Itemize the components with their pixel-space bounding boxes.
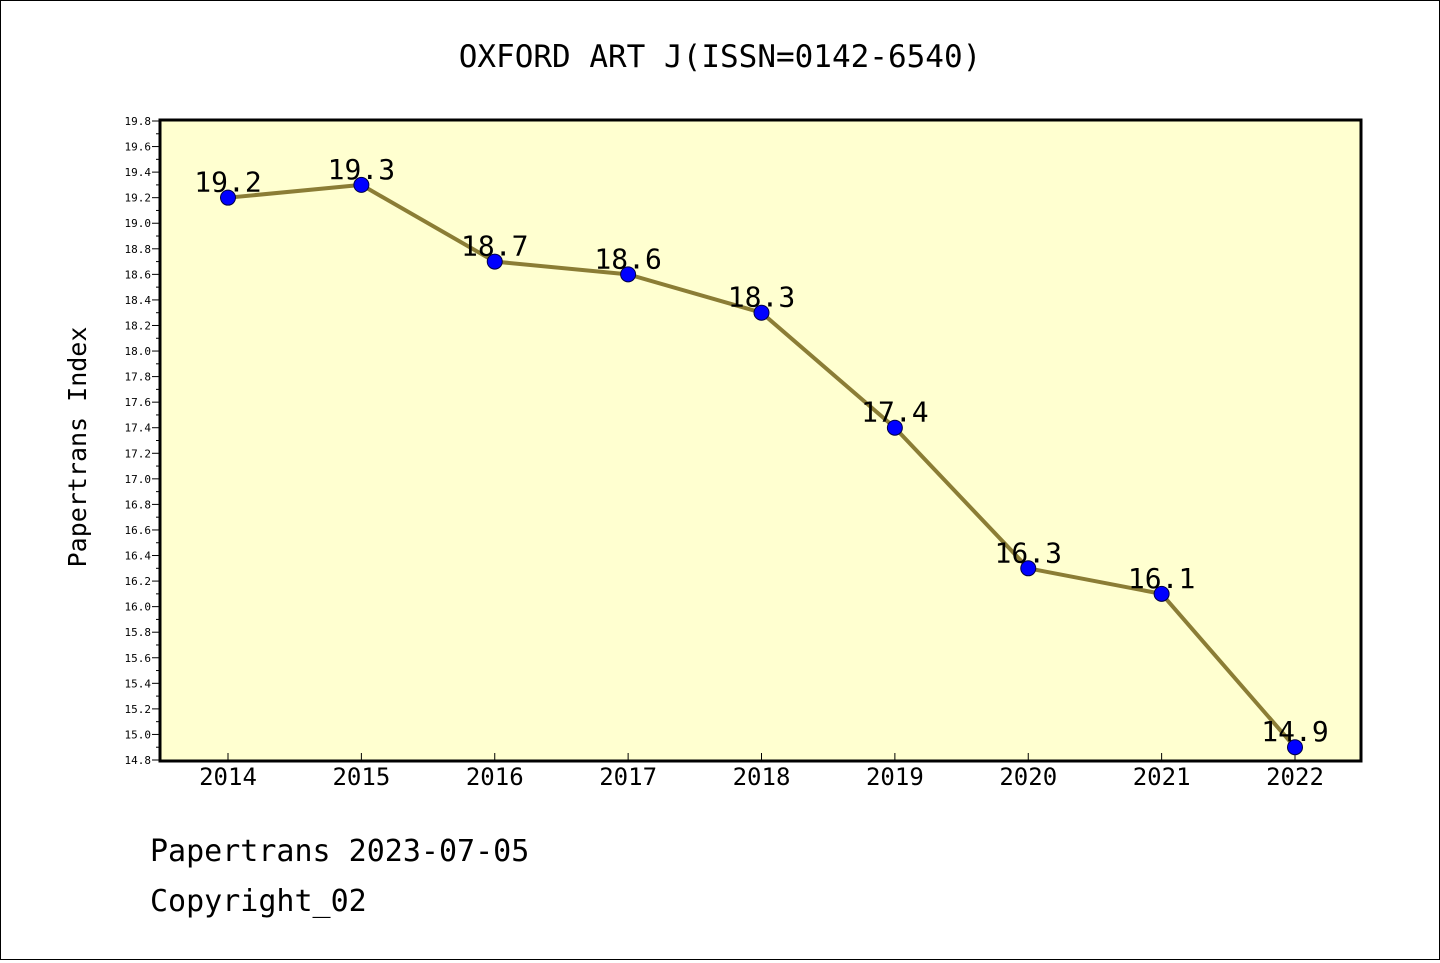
y-tick-label: 19.6 (125, 141, 152, 154)
y-tick-label: 18.6 (125, 268, 152, 281)
y-tick-label: 16.6 (125, 524, 152, 537)
y-tick-label: 19.8 (125, 115, 152, 128)
x-tick-label: 2014 (199, 763, 257, 791)
data-point (1153, 585, 1170, 602)
y-tick-label: 15.0 (125, 728, 152, 741)
y-tick-label: 16.2 (125, 575, 152, 588)
footer-date: Papertrans 2023-07-05 (150, 834, 530, 869)
y-axis-label: Papertrans Index (63, 327, 92, 568)
y-tick-label: 17.6 (125, 396, 152, 409)
x-tick-label: 2019 (866, 763, 924, 791)
y-tick-label: 16.4 (125, 550, 152, 563)
y-tick-label: 16.0 (125, 601, 152, 614)
data-label: 14.9 (1261, 715, 1328, 748)
data-point (1020, 560, 1037, 577)
plot-area (158, 118, 1363, 763)
data-point (486, 253, 503, 270)
y-tick-label: 15.4 (125, 677, 152, 690)
data-labels: 19.2 19.3 18.7 18.6 18.3 17.4 16.3 16.1 14.9 (194, 153, 1328, 748)
data-point (753, 304, 770, 321)
x-axis-ticks: 2014 2015 2016 2017 2018 2019 2020 2021 2022 (199, 753, 1324, 791)
y-tick-label: 15.8 (125, 626, 152, 639)
y-tick-label: 15.2 (125, 703, 152, 716)
y-tick-label: 16.8 (125, 498, 152, 511)
x-tick-label: 2016 (466, 763, 524, 791)
y-tick-label: 18.0 (125, 345, 152, 358)
x-tick-label: 2020 (999, 763, 1057, 791)
data-point (220, 189, 236, 206)
data-point (886, 419, 903, 436)
data-label: 16.3 (995, 536, 1062, 569)
data-label: 18.7 (461, 230, 528, 263)
data-markers (220, 176, 1303, 756)
y-tick-label: 19.0 (125, 217, 152, 230)
x-tick-label: 2022 (1266, 763, 1324, 791)
y-tick-label: 19.4 (125, 166, 152, 179)
chart-title: OXFORD ART J(ISSN=0142-6540) (459, 39, 982, 75)
y-tick-label: 19.2 (125, 192, 152, 205)
x-tick-label: 2017 (599, 763, 657, 791)
y-tick-label: 18.8 (125, 243, 152, 256)
y-tick-label: 17.2 (125, 447, 152, 460)
y-tick-label: 18.4 (125, 294, 152, 307)
data-label: 18.6 (594, 242, 661, 275)
data-point (353, 176, 370, 193)
y-tick-label: 17.4 (125, 422, 152, 435)
data-label: 18.3 (728, 281, 795, 314)
x-tick-label: 2018 (733, 763, 791, 791)
data-label: 17.4 (861, 396, 928, 429)
data-label: 19.3 (328, 153, 395, 186)
x-tick-label: 2021 (1133, 763, 1191, 791)
y-tick-label: 17.8 (125, 371, 152, 384)
y-tick-label: 17.0 (125, 473, 152, 486)
data-point (1287, 739, 1303, 756)
data-label: 19.2 (194, 166, 261, 199)
y-tick-label: 14.8 (125, 754, 152, 767)
data-label: 16.1 (1128, 562, 1195, 595)
y-tick-label: 15.6 (125, 652, 152, 665)
data-point (620, 266, 637, 283)
footer-copyright: Copyright_02 (150, 884, 367, 919)
y-axis-ticks: 14.8 15.0 15.2 15.4 15.6 15.8 16.0 16.2 16.4 16.6… (125, 115, 160, 767)
x-tick-label: 2015 (332, 763, 390, 791)
y-tick-label: 18.2 (125, 319, 152, 332)
